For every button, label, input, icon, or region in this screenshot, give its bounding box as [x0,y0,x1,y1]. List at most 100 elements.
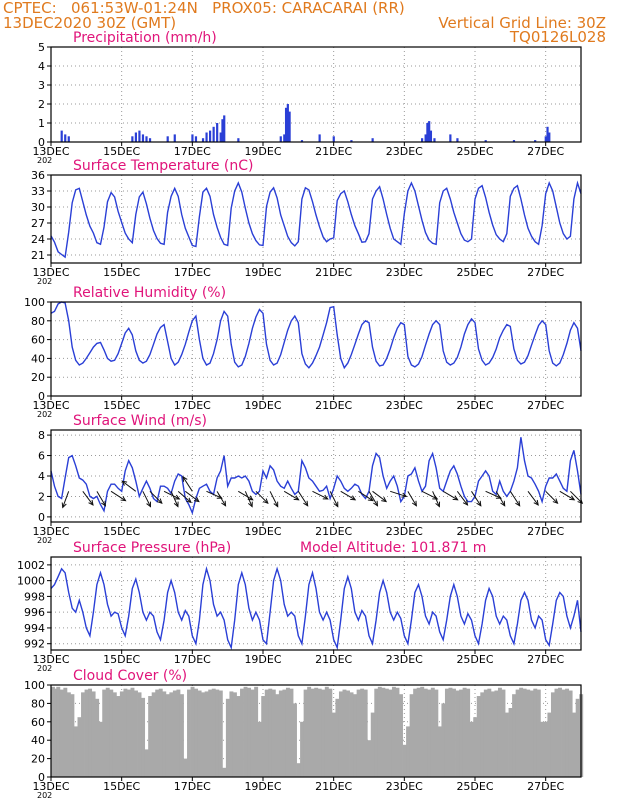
cloud-bar [155,689,160,777]
cloud-bar [148,696,153,777]
cloud-bar [374,688,379,777]
y-tick-label: 80 [31,697,45,710]
wind-arrow-head [381,496,388,503]
cloud-bar [353,694,358,777]
wind-arrow-head [221,500,227,507]
cloud-bar [52,688,57,777]
cloud-bar [536,689,541,777]
x-tick-label: 13DEC [32,525,69,538]
wind-arrow-head [350,495,357,501]
cloud-bar [346,690,350,777]
header-run-time: 13DEC2020 30Z (GMT) [3,14,177,32]
wind-arrow [110,490,127,502]
precip-bar [201,138,205,142]
cloud-bar [222,767,227,777]
wind-arrow-shaft [62,491,70,508]
model-altitude-label: Model Altitude: 101.871 m [300,540,486,556]
cloud-bar [328,688,333,777]
cloud-bar [201,692,206,777]
cloud-bar [307,686,312,777]
wind-arrow [312,490,329,500]
precip-bar [216,123,219,142]
x-tick-label: 19DEC [244,525,281,538]
cloud-bar [261,696,266,777]
wind-arrow-shaft [283,490,299,501]
cloud-bar [296,763,301,777]
cloud-bar [70,694,75,777]
cloud-bar [144,749,149,777]
panel-title: Precipitation (mm/h) [73,30,217,46]
x-tick-label: 25DEC [456,399,493,412]
y-tick-label: 2 [38,490,45,503]
wind-arrow-head [411,500,417,507]
precip-bar [209,130,212,142]
cloud-bar [102,689,107,777]
year-fragment: 202 [37,791,52,800]
cloud-bar [466,688,471,777]
wind-arrow [142,491,152,508]
wind-arrow [390,490,408,498]
wind-arrow [170,491,179,508]
cloud-bar [342,689,347,777]
wind-arrow-shaft [142,491,151,507]
wind-arrow-shaft [82,491,94,506]
panel-2 [47,174,582,267]
wind-arrow-shaft [527,491,539,506]
precip-bar [138,130,141,142]
y-tick-label: 21 [31,249,45,262]
panel-5 [47,556,582,654]
cloud-bar [462,687,467,777]
precip-bar [421,138,424,142]
cloud-bar [423,688,428,777]
cloud-bar [66,692,71,777]
cloud-bar [98,721,103,777]
wind-arrow-head [121,480,128,486]
wind-arrow-head [156,498,163,505]
precip-bar [283,134,286,142]
y-tick-label: 8 [38,429,45,442]
x-tick-label: 17DEC [174,653,211,666]
wind-arrow-shaft [559,490,575,501]
cloud-bar [505,712,509,777]
cloud-bar [331,712,336,777]
cloud-bar [63,687,68,777]
cloud-bar [293,703,297,777]
year-fragment: 202 [37,410,52,419]
cloud-bar [268,688,273,777]
x-tick-label: 21DEC [315,653,352,666]
x-tick-label: 19DEC [244,145,281,158]
y-tick-label: 36 [31,169,45,182]
cloud-bar [310,688,315,777]
cloud-bar [317,688,322,777]
series-line [50,437,582,515]
wind-arrow-shaft [297,491,309,507]
x-tick-label: 13DEC [32,399,69,412]
x-tick-label: 17DEC [174,399,211,412]
wind-arrow-shaft [407,491,417,507]
x-tick-label: 21DEC [315,399,352,412]
cloud-bar [275,694,280,777]
panel-1 [47,46,582,146]
cloud-bar [572,712,577,777]
cloud-bar [473,717,478,777]
precip-bar [449,134,452,142]
x-tick-label: 27DEC [527,525,564,538]
wind-arrow [283,490,300,501]
cloud-bar [240,688,244,777]
cloud-bar [225,698,230,777]
cloud-bar [508,708,513,777]
cloud-bar [434,689,439,777]
wind-arrow [509,491,521,507]
cloud-bar [512,694,517,777]
cloud-bar [232,692,237,777]
panel-title: Cloud Cover (%) [73,668,187,684]
wind-arrow-shaft [121,480,137,492]
precip-bar [173,134,176,142]
cloud-bar [550,692,555,777]
cloud-bar [303,689,308,777]
wind-arrow-shaft [244,491,253,507]
cloud-bar [487,688,492,777]
precip-bar [237,138,240,142]
y-tick-label: 80 [31,315,45,328]
cloud-bar [88,688,93,777]
